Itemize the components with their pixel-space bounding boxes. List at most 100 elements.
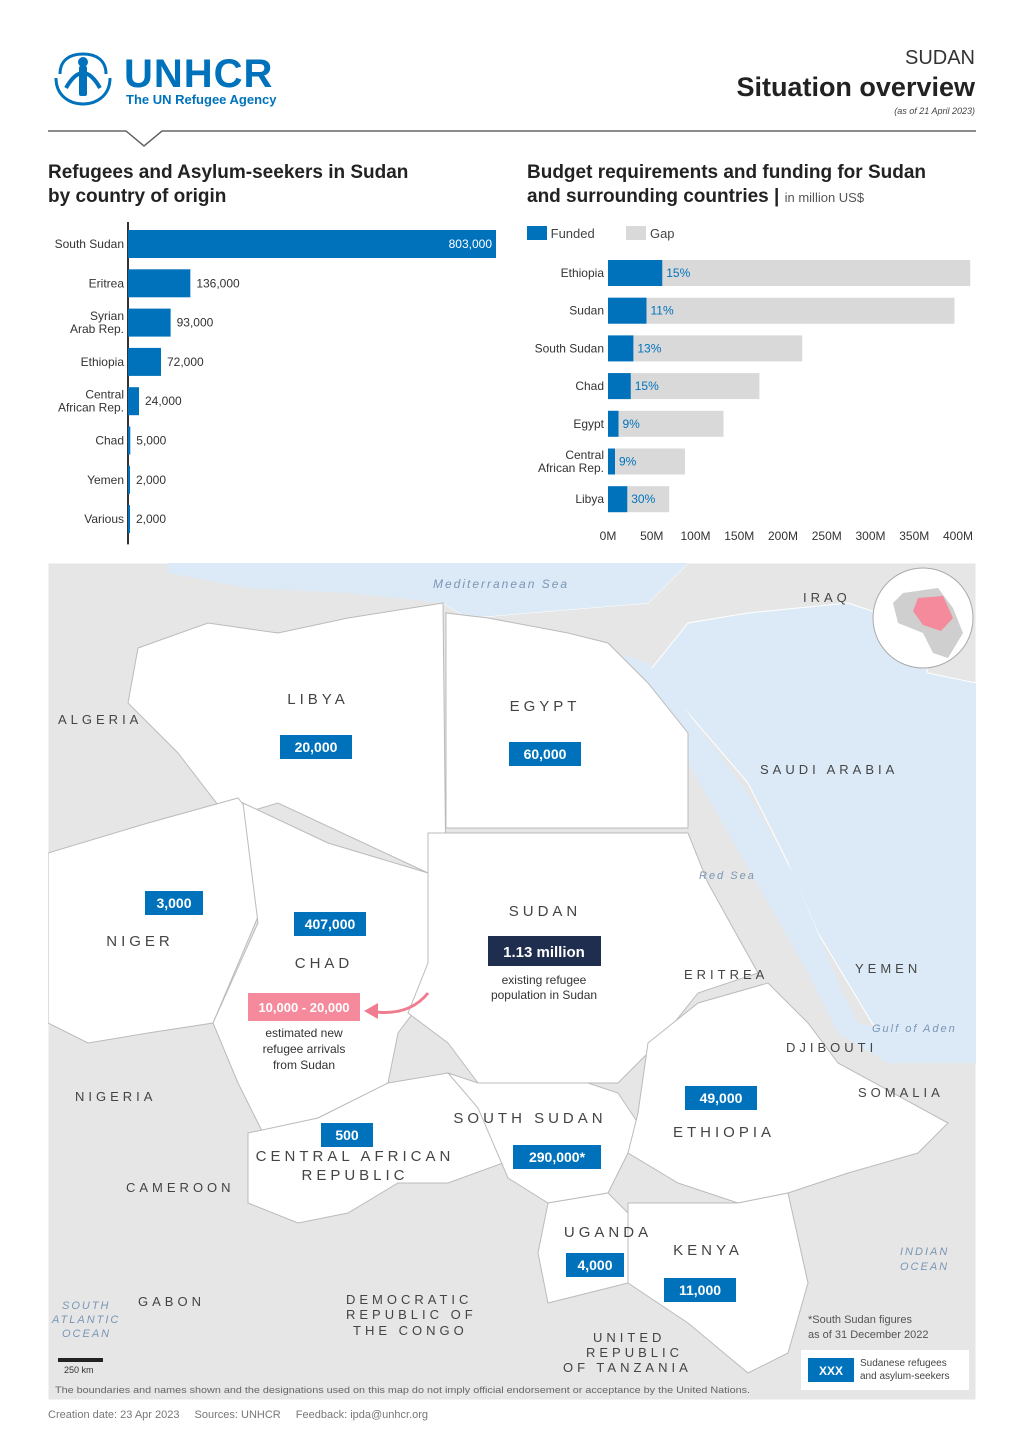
refugee-count-badge <box>513 1145 601 1169</box>
mediterranean-water <box>168 563 688 618</box>
budget-category-label: Ethiopia <box>561 266 605 280</box>
footer-sources: Sources: UNHCR <box>194 1409 281 1421</box>
drc-line2: REPUBLIC OF <box>346 1307 477 1322</box>
indian-ocean-line1: INDIAN <box>900 1246 949 1258</box>
refugees-bar <box>128 347 161 376</box>
focus-country-name: SOUTH SUDAN <box>453 1110 606 1127</box>
unhcr-emblem-icon <box>54 52 112 106</box>
tanzania-line2: REPUBLIC <box>586 1345 683 1360</box>
budget-category-label: Egypt <box>573 417 604 431</box>
refugees-value-label: 5,000 <box>136 434 166 448</box>
budget-funded-bar <box>608 297 647 324</box>
refugees-bar <box>128 387 139 416</box>
budget-category-label: African Rep. <box>538 461 604 475</box>
saudi-label: SAUDI ARABIA <box>760 762 898 777</box>
refugees-category-label: African Rep. <box>58 401 124 415</box>
gulf-aden-label: Gulf of Aden <box>872 1023 957 1035</box>
budget-funded-bar <box>608 335 634 362</box>
gabon-label: GABON <box>138 1294 205 1309</box>
egypt-shape <box>445 612 689 829</box>
djibouti-label: DJIBOUTI <box>786 1040 877 1055</box>
cameroon-label: CAMEROON <box>126 1180 235 1195</box>
algeria-label: ALGERIA <box>58 712 142 727</box>
focus-country-name: ETHIOPIA <box>673 1124 775 1141</box>
budget-gap-bar <box>608 335 803 362</box>
budget-title-line2: and surrounding countries | in million U… <box>527 186 865 207</box>
page-title: Situation overview <box>736 72 975 102</box>
budget-funded-bar <box>608 260 663 286</box>
atlantic-line1: SOUTH <box>62 1300 111 1312</box>
focus-country-name: KENYA <box>673 1242 743 1259</box>
iraq-label: IRAQ <box>803 590 851 605</box>
sudan-name: SUDAN <box>509 903 582 920</box>
refugee-count-value: 3,000 <box>156 895 191 911</box>
refugees-bar <box>128 505 130 534</box>
sudan-refugee-badge <box>488 936 601 966</box>
budget-x-tick: 300M <box>855 529 885 543</box>
budget-pct-label: 15% <box>666 266 690 280</box>
refugees-value-label: 803,000 <box>449 237 493 251</box>
refugees-value-label: 24,000 <box>145 394 182 408</box>
budget-pct-label: 9% <box>623 417 641 431</box>
refugees-bar <box>128 465 130 494</box>
refugee-count-badge <box>294 912 366 936</box>
map-legend-line2: and asylum-seekers <box>860 1371 949 1382</box>
budget-category-label: Libya <box>575 492 604 506</box>
header-date: (as of 21 April 2023) <box>894 106 975 116</box>
somalia-label: SOMALIA <box>858 1085 944 1100</box>
scale-bar <box>58 1358 103 1362</box>
red-sea-water <box>618 653 976 1063</box>
page-footer: Creation date: 23 Apr 2023 Sources: UNHC… <box>48 1409 440 1421</box>
focus-country-name: CHAD <box>295 955 354 972</box>
footnote-line1: *South Sudan figures <box>808 1314 912 1326</box>
car-shape <box>247 1072 504 1224</box>
eritrea-label: ERITREA <box>684 967 768 982</box>
budget-pct-label: 9% <box>619 455 637 469</box>
refugees-bar <box>128 426 131 455</box>
refugee-count-badge <box>321 1123 373 1147</box>
budget-x-tick: 200M <box>768 529 798 543</box>
budget-x-tick: 350M <box>899 529 929 543</box>
unhcr-logo <box>48 48 298 108</box>
header-country: SUDAN <box>904 47 975 69</box>
refugee-count-badge <box>509 742 581 766</box>
budget-gap-bar <box>608 373 760 400</box>
refugees-bar <box>128 230 496 258</box>
budget-funded-bar <box>608 410 619 437</box>
refugee-count-value: 500 <box>335 1127 359 1143</box>
scale-label: 250 km <box>64 1365 94 1375</box>
legend-gap-label: Gap <box>649 226 675 241</box>
budget-pct-label: 30% <box>631 492 655 506</box>
refugee-count-value: 290,000* <box>529 1149 586 1165</box>
refugee-count-value: 407,000 <box>305 916 356 932</box>
red-sea-label: Red Sea <box>699 870 756 882</box>
niger-shape <box>48 797 269 1044</box>
refugee-count-value: 4,000 <box>577 1257 612 1273</box>
tanzania-line1: UNITED <box>593 1330 665 1345</box>
legend-funded-swatch <box>527 226 547 240</box>
map-focus-countries: LIBYA 20,000 EGYPT 60,000 NIGER 3,000 CHAD 407,… <box>106 691 775 1302</box>
refugees-value-label: 72,000 <box>167 355 204 369</box>
focus-country-name: LIBYA <box>287 691 348 708</box>
focus-country-name: CENTRAL AFRICAN <box>256 1148 455 1165</box>
budget-gap-bar <box>608 410 724 437</box>
footnote-line2: as of 31 December 2022 <box>808 1329 928 1341</box>
budget-pct-label: 15% <box>635 379 659 393</box>
budget-legend: Funded Gap <box>527 226 675 241</box>
map-legend-badge <box>808 1358 854 1382</box>
tanzania-line3: OF TANZANIA <box>563 1360 692 1375</box>
focus-country-name: NIGER <box>106 933 174 950</box>
refugees-category-label: Various <box>84 512 124 526</box>
budget-category-label: South Sudan <box>535 341 604 355</box>
focus-country-name: UGANDA <box>564 1224 652 1241</box>
budget-funded-bar <box>608 486 628 513</box>
budget-pct-label: 11% <box>651 304 674 318</box>
sudan-note: population in Sudan <box>491 988 597 1002</box>
budget-x-tick: 400M <box>943 529 973 543</box>
map-disclaimer: The boundaries and names shown and the d… <box>55 1385 750 1396</box>
budget-funded-bar <box>608 448 615 475</box>
footer-feedback[interactable]: Feedback: ipda@unhcr.org <box>295 1409 429 1421</box>
legend-gap-swatch <box>626 226 647 240</box>
focus-country-name: REPUBLIC <box>301 1167 408 1184</box>
refugees-value-label: 136,000 <box>196 276 240 290</box>
